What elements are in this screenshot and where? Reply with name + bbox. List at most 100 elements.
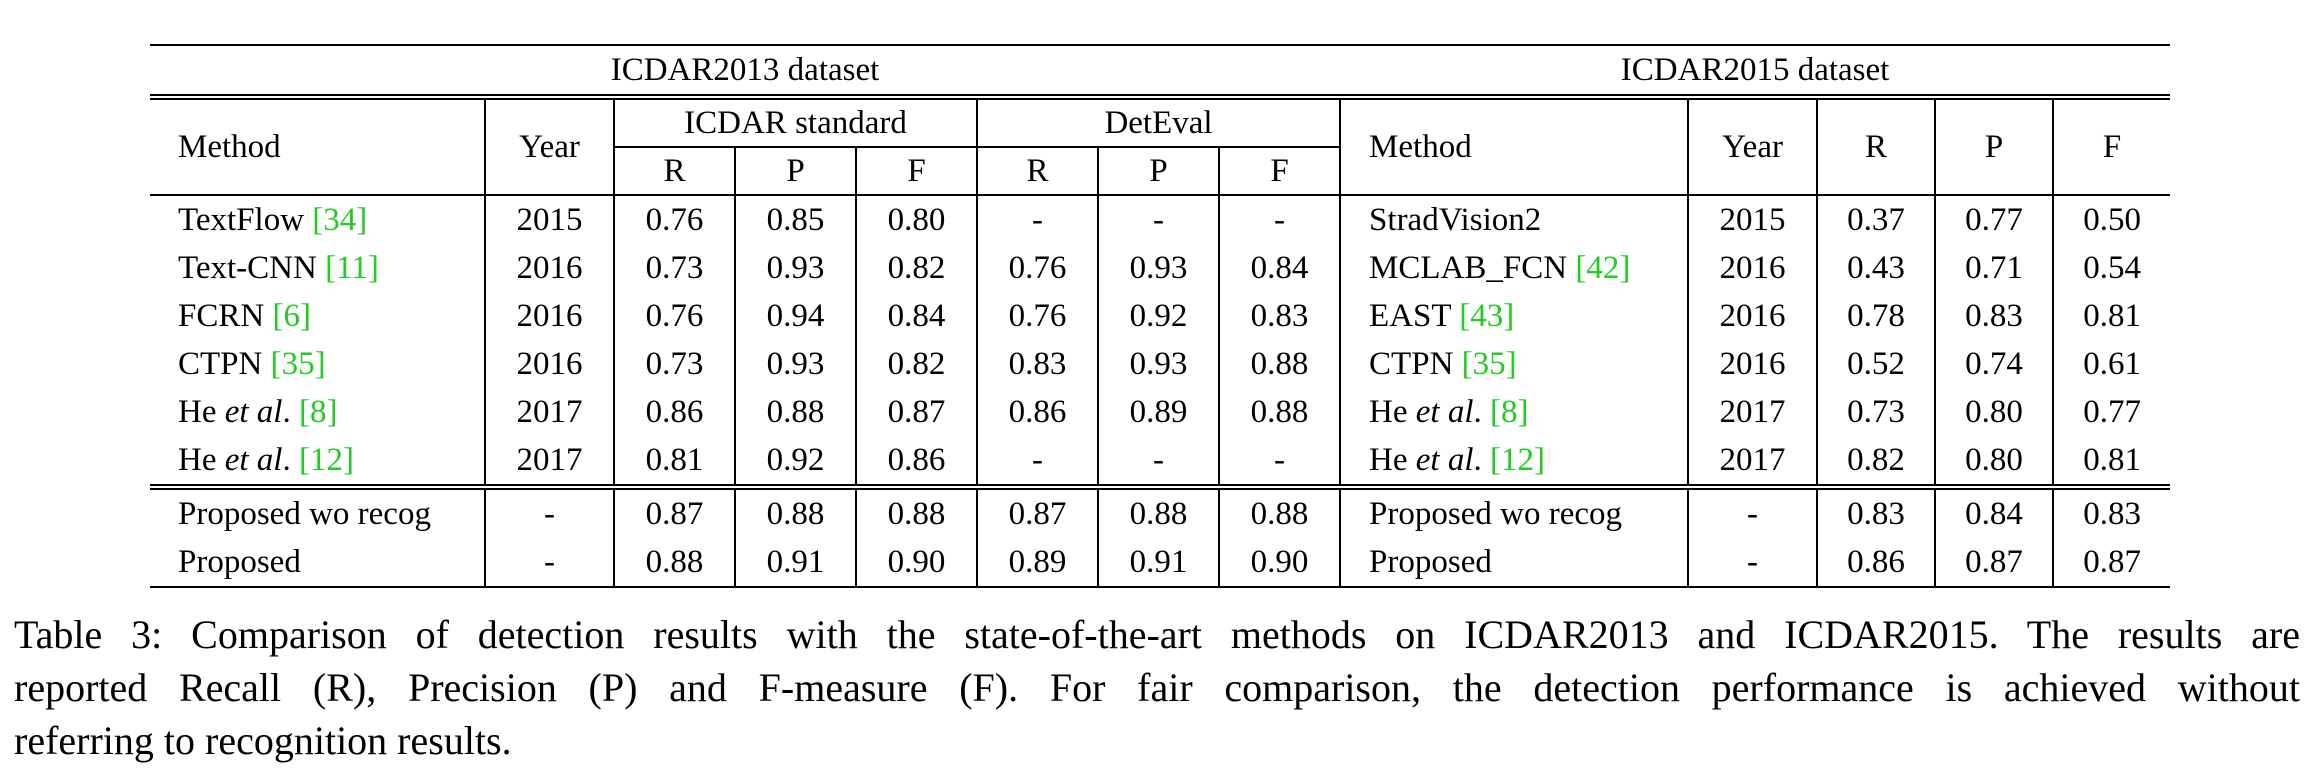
method-punct: . <box>282 393 299 430</box>
value-cell-f15: 0.50 <box>2052 194 2171 244</box>
header-f-2015: F <box>2052 97 2171 195</box>
header-icdar-standard: ICDAR standard <box>613 97 977 148</box>
value-cell-ip: 0.88 <box>734 388 856 436</box>
method-cell: He et al. [8] <box>1339 388 1689 436</box>
value-cell-y15: 2016 <box>1687 292 1818 340</box>
method-cell: Proposed <box>150 538 485 588</box>
citation-link[interactable]: [12] <box>298 441 354 478</box>
caption-line-3: referring to recognition results. <box>14 718 512 763</box>
table-row: FCRN [6] 2016 0.76 0.94 0.84 0.76 0.92 0.83 EAST… <box>150 292 2171 340</box>
value-cell-if: 0.90 <box>855 538 977 588</box>
dataset-title-icdar2015: ICDAR2015 dataset <box>1340 44 2171 100</box>
value-cell-y15: 2016 <box>1687 244 1818 292</box>
proposed-body: Proposed wo recog -0.87 0.88 0.88 0.87 0.88 0.… <box>150 487 2171 588</box>
method-name: Proposed <box>1369 543 1492 580</box>
value-cell-p15: 0.71 <box>1934 244 2054 292</box>
value-cell-y13: 2017 <box>484 388 614 436</box>
value-cell-ip: 0.88 <box>734 487 856 538</box>
value-cell-df: - <box>1217 436 1341 490</box>
header-deteval-f: F <box>1217 147 1341 195</box>
value-cell-df: 0.90 <box>1217 538 1341 588</box>
value-cell-f15: 0.83 <box>2052 487 2171 538</box>
value-cell-df: 0.88 <box>1217 388 1341 436</box>
citation-link[interactable]: [34] <box>312 201 368 238</box>
value-cell-dr: - <box>976 436 1098 490</box>
dataset-title-icdar2013: ICDAR2013 dataset <box>150 44 1341 100</box>
results-table-container: ICDAR2013 dataset ICDAR2015 dataset Meth… <box>150 44 2171 588</box>
header-icdar-f: F <box>855 147 977 195</box>
header-year-2013: Year <box>484 97 614 195</box>
value-cell-p15: 0.83 <box>1934 292 2054 340</box>
value-cell-y13: 2015 <box>484 194 614 244</box>
citation-link[interactable]: [8] <box>298 393 338 430</box>
value-cell-dp: - <box>1097 194 1219 244</box>
table-row: He et al. [12] 2017 0.81 0.92 0.86- - - He et a… <box>150 436 2171 490</box>
method-name: CTPN <box>1369 345 1462 382</box>
header-p-2015: P <box>1934 97 2054 195</box>
value-cell-ir: 0.88 <box>613 538 735 588</box>
header-deteval: DetEval <box>975 97 1341 148</box>
value-cell-dr: 0.87 <box>976 487 1098 538</box>
method-name: Proposed wo recog <box>1369 495 1622 532</box>
citation-link[interactable]: [6] <box>272 297 311 334</box>
citation-link[interactable]: [35] <box>1461 345 1517 382</box>
value-cell-y13: 2016 <box>484 292 614 340</box>
method-cell: EAST [43] <box>1339 292 1689 340</box>
method-cell: StradVision2 <box>1339 194 1689 244</box>
header-year-2015: Year <box>1687 97 1818 195</box>
value-cell-r15: 0.43 <box>1816 244 1936 292</box>
header-r-2015: R <box>1816 97 1936 195</box>
method-cell: MCLAB_FCN [42] <box>1339 244 1689 292</box>
value-cell-dr: 0.83 <box>976 340 1098 388</box>
method-name: He <box>1369 441 1416 478</box>
value-cell-y15: 2017 <box>1687 436 1818 490</box>
value-cell-y13: - <box>484 538 614 588</box>
value-cell-if: 0.88 <box>855 487 977 538</box>
method-cell: Proposed <box>1339 538 1689 588</box>
value-cell-ip: 0.92 <box>734 436 856 490</box>
table-row: CTPN [35] 2016 0.73 0.93 0.82 0.83 0.93 0.88 CTP… <box>150 340 2171 388</box>
method-cell: Proposed wo recog <box>1339 487 1689 538</box>
value-cell-r15: 0.86 <box>1816 538 1936 588</box>
citation-link[interactable]: [35] <box>270 345 326 382</box>
value-cell-f15: 0.87 <box>2052 538 2171 588</box>
citation-link[interactable]: [11] <box>325 249 379 286</box>
caption-line-1: Table 3: Comparison of detection results… <box>14 612 2300 657</box>
method-cell: TextFlow [34] <box>150 194 485 244</box>
method-name: He <box>1369 393 1416 430</box>
value-cell-y13: 2016 <box>484 340 614 388</box>
citation-link[interactable]: [8] <box>1490 393 1529 430</box>
value-cell-ir: 0.86 <box>613 388 735 436</box>
value-cell-p15: 0.80 <box>1934 436 2054 490</box>
value-cell-dp: 0.93 <box>1097 244 1219 292</box>
method-cell: CTPN [35] <box>1339 340 1689 388</box>
value-cell-y13: - <box>484 487 614 538</box>
value-cell-p15: 0.87 <box>1934 538 2054 588</box>
value-cell-ip: 0.93 <box>734 244 856 292</box>
value-cell-r15: 0.73 <box>1816 388 1936 436</box>
header-icdar-p: P <box>734 147 856 195</box>
value-cell-f15: 0.54 <box>2052 244 2171 292</box>
citation-link[interactable]: [12] <box>1490 441 1545 478</box>
citation-link[interactable]: [43] <box>1459 297 1515 334</box>
method-cell: He et al. [12] <box>150 436 485 490</box>
value-cell-r15: 0.78 <box>1816 292 1936 340</box>
value-cell-y13: 2016 <box>484 244 614 292</box>
method-name: He <box>178 441 225 478</box>
value-cell-y15: 2017 <box>1687 388 1818 436</box>
method-name: Proposed wo recog <box>178 495 431 532</box>
value-cell-dp: 0.91 <box>1097 538 1219 588</box>
value-cell-ir: 0.76 <box>613 292 735 340</box>
value-cell-dr: 0.86 <box>976 388 1098 436</box>
value-cell-y15: 2015 <box>1687 194 1818 244</box>
value-cell-dp: - <box>1097 436 1219 490</box>
citation-link[interactable]: [42] <box>1575 249 1631 286</box>
method-italic: et al <box>224 441 283 478</box>
method-italic: et al <box>1415 393 1474 430</box>
comparison-table: ICDAR2013 dataset ICDAR2015 dataset Meth… <box>150 44 2171 588</box>
method-cell: He et al. [12] <box>1339 436 1689 490</box>
column-header-row: Method Year ICDAR standard DetEval Metho… <box>150 97 2171 195</box>
value-cell-f15: 0.81 <box>2052 292 2171 340</box>
value-cell-f15: 0.81 <box>2052 436 2171 490</box>
value-cell-p15: 0.74 <box>1934 340 2054 388</box>
